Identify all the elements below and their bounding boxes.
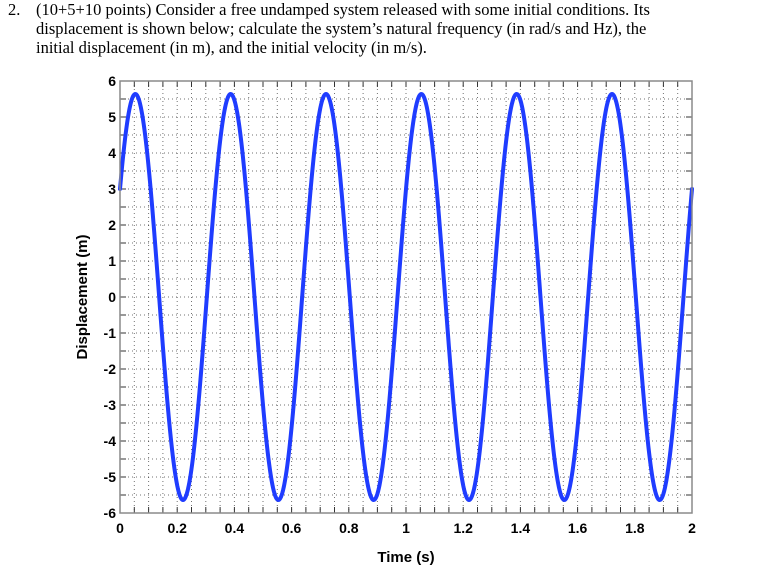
y-tick-label: 2 bbox=[108, 217, 116, 233]
y-tick-label: -3 bbox=[104, 397, 117, 413]
y-tick-label: -5 bbox=[104, 469, 117, 485]
y-tick-label: -1 bbox=[104, 325, 117, 341]
y-tick-label: -6 bbox=[104, 505, 117, 521]
question-number: 2. bbox=[8, 0, 21, 19]
question-body: (10+5+10 points) Consider a free undampe… bbox=[36, 0, 771, 57]
y-tick-label: 1 bbox=[108, 253, 116, 269]
x-tick-label: 0 bbox=[116, 520, 124, 536]
y-tick-labels: 6 5 4 3 2 1 0 -1 -2 -3 -4 -5 -6 bbox=[104, 73, 117, 521]
axes-box bbox=[119, 80, 693, 514]
question-line-3: initial displacement (in m), and the ini… bbox=[36, 38, 427, 57]
x-tick-label: 1.8 bbox=[625, 520, 645, 536]
y-tick-label: 6 bbox=[108, 73, 116, 89]
question-line-2: displacement is shown below; calculate t… bbox=[36, 19, 647, 38]
displacement-curve bbox=[118, 92, 694, 502]
x-tick-label: 2 bbox=[688, 520, 696, 536]
question-line-1: (10+5+10 points) Consider a free undampe… bbox=[36, 0, 650, 19]
y-tick-label: 4 bbox=[108, 145, 116, 161]
y-axis-label: Displacement (m) bbox=[74, 234, 91, 359]
x-tick-label: 0.4 bbox=[225, 520, 245, 536]
x-tick-label: 0.6 bbox=[282, 520, 302, 536]
x-tick-label: 0.8 bbox=[339, 520, 359, 536]
x-tick-label: 1.2 bbox=[453, 520, 473, 536]
x-tick-label: 1.6 bbox=[568, 520, 588, 536]
grid-lines bbox=[120, 81, 692, 513]
x-axis-label: Time (s) bbox=[377, 549, 434, 566]
y-tick-label: -4 bbox=[104, 433, 117, 449]
x-tick-label: 1 bbox=[402, 520, 410, 536]
x-tick-labels: 0 0.2 0.4 0.6 0.8 1 1.2 1.4 1.6 1.8 2 bbox=[116, 520, 696, 536]
y-tick-label: -2 bbox=[104, 361, 117, 377]
y-tick-label: 3 bbox=[108, 181, 116, 197]
x-tick-label: 1.4 bbox=[511, 520, 531, 536]
axis-ticks bbox=[120, 81, 692, 513]
y-tick-label: 5 bbox=[108, 109, 116, 125]
y-tick-label: 0 bbox=[108, 289, 116, 305]
x-tick-label: 0.2 bbox=[167, 520, 187, 536]
